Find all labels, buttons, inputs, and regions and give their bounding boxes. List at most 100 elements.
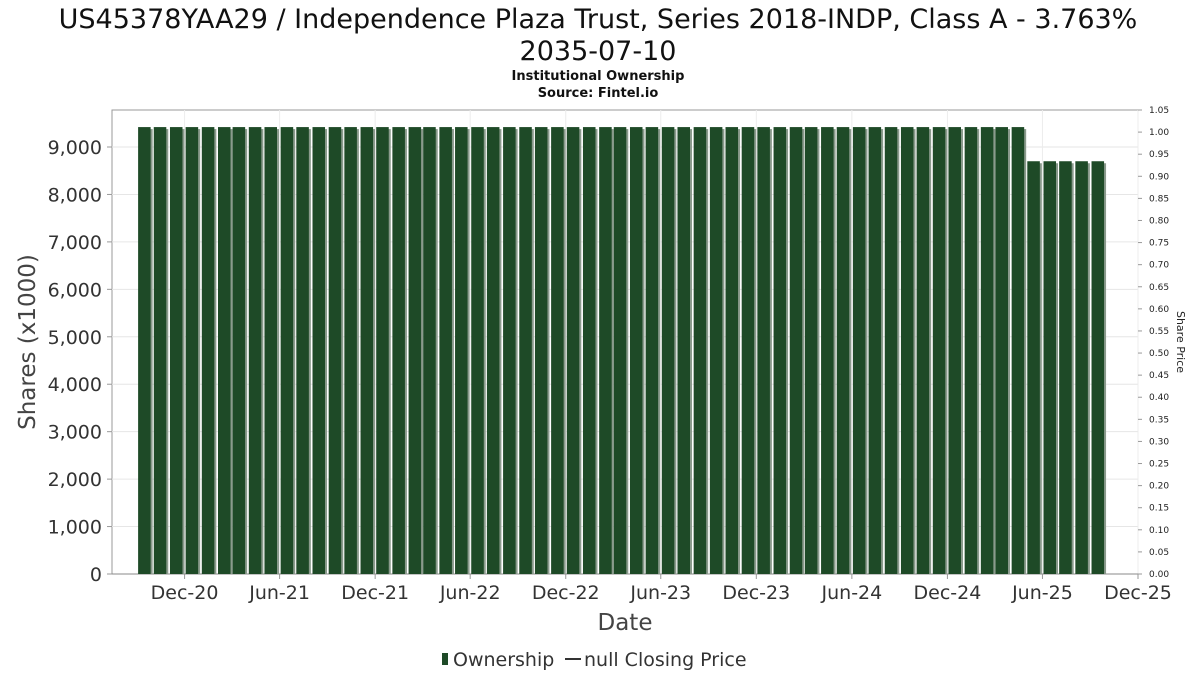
ownership-bar-fill	[852, 127, 866, 574]
ownership-bar-fill	[312, 127, 326, 574]
ownership-bar	[344, 127, 359, 574]
ownership-bar-fill	[503, 127, 516, 574]
x-tick-label: Jun-24	[821, 582, 883, 604]
ownership-bar-fill	[916, 127, 930, 574]
ownership-bar-fill	[773, 127, 787, 574]
ownership-bar	[629, 127, 645, 574]
ownership-bar-fill	[264, 127, 277, 574]
ownership-bar-fill	[296, 127, 309, 574]
ownership-bar-fill	[741, 127, 755, 574]
ownership-bar-fill	[153, 127, 167, 574]
y2-tick-label: 0.90	[1149, 172, 1169, 182]
ownership-bar	[932, 127, 948, 574]
ownership-bar-fill	[932, 127, 946, 574]
ownership-bar	[1027, 161, 1042, 574]
ownership-bar-fill	[217, 127, 231, 574]
ownership-bar	[582, 127, 598, 574]
y-tick-label: 0	[90, 564, 102, 586]
ownership-bar-fill	[804, 127, 818, 574]
ownership-bar-fill	[789, 127, 803, 574]
ownership-bar-fill	[693, 127, 707, 574]
ownership-bar	[693, 127, 709, 574]
y2-tick-label: 0.85	[1149, 194, 1169, 204]
y2-tick-label: 0.40	[1149, 393, 1169, 403]
ownership-bar	[138, 127, 153, 574]
ownership-bar-fill	[185, 127, 199, 574]
y-tick-label: 2,000	[48, 469, 102, 491]
ownership-bar	[169, 127, 185, 574]
y2-axis-ticks: 0.00 0.05 0.10 0.15 0.20 0.25 0.30 0.35 0.40 0.45…	[1138, 106, 1169, 580]
ownership-bar-fill	[392, 127, 405, 574]
ownership-bar	[328, 127, 344, 574]
y2-tick-label: 0.20	[1149, 482, 1169, 492]
ownership-bar	[232, 127, 248, 574]
y-tick-label: 3,000	[48, 422, 102, 444]
y-tick-label: 5,000	[48, 327, 102, 349]
ownership-bar-fill	[551, 127, 564, 574]
legend-ownership-label: Ownership	[453, 649, 554, 671]
y2-tick-label: 0.60	[1149, 305, 1169, 315]
ownership-bar-fill	[423, 127, 436, 574]
y2-tick-label: 0.05	[1149, 548, 1169, 558]
ownership-bar-fill	[821, 127, 834, 574]
ownership-bar	[948, 127, 963, 574]
y2-tick-label: 0.45	[1149, 371, 1169, 381]
y-axis-ticks: 0 1,000 2,000 3,000 4,000 5,000 6,000 7,000 8,00…	[48, 137, 112, 586]
ownership-bar-fill	[376, 127, 389, 574]
ownership-bar-fill	[455, 127, 468, 574]
ownership-bar-fill	[1011, 127, 1025, 574]
ownership-bar	[455, 127, 470, 574]
ownership-bar	[551, 127, 566, 574]
ownership-bar	[360, 127, 376, 574]
ownership-bar-fill	[964, 127, 978, 574]
ownership-bar-fill	[677, 127, 691, 574]
ownership-bar-fill	[1075, 161, 1088, 574]
ownership-bar-fill	[344, 127, 357, 574]
chart-title-line1: US45378YAA29 / Independence Plaza Trust,…	[59, 4, 1138, 35]
ownership-bar	[789, 127, 805, 574]
ownership-bar-fill	[248, 127, 262, 574]
ownership-bar	[376, 127, 391, 574]
ownership-bar	[1091, 161, 1107, 574]
ownership-bar-fill	[519, 127, 532, 574]
ownership-bar	[645, 127, 661, 574]
chart-subtitle-line2: Source: Fintel.io	[538, 86, 659, 101]
x-axis-ticks: Dec-20 Jun-21 Dec-21 Jun-22 Dec-22 Jun-23 Dec-…	[151, 574, 1172, 604]
ownership-bar	[1075, 161, 1090, 574]
x-tick-label: Dec-23	[722, 582, 790, 604]
x-tick-label: Jun-25	[1011, 582, 1073, 604]
ownership-bar	[392, 127, 407, 574]
ownership-bar	[264, 127, 279, 574]
ownership-bar-fill	[629, 127, 643, 574]
ownership-bar-fill	[534, 127, 548, 574]
ownership-bar	[408, 127, 424, 574]
ownership-bar	[296, 127, 311, 574]
ownership-bar	[852, 127, 868, 574]
y2-tick-label: 1.05	[1149, 106, 1169, 116]
legend-price-label: null Closing Price	[584, 649, 747, 671]
ownership-bar	[471, 127, 486, 574]
x-tick-label: Jun-23	[629, 582, 691, 604]
ownership-bar-fill	[836, 127, 850, 574]
ownership-bar-fill	[725, 127, 739, 574]
ownership-bar-fill	[995, 127, 1008, 574]
ownership-bar	[312, 127, 328, 574]
y2-tick-label: 0.50	[1149, 349, 1169, 359]
ownership-bar-fill	[566, 127, 580, 574]
y2-tick-label: 0.65	[1149, 283, 1169, 293]
y2-tick-label: 0.95	[1149, 150, 1169, 160]
ownership-bar-fill	[201, 127, 215, 574]
ownership-bar-fill	[486, 127, 500, 574]
ownership-bar	[709, 127, 725, 574]
ownership-bar	[884, 127, 900, 574]
ownership-bar-fill	[599, 127, 612, 574]
x-axis-label: Date	[598, 610, 653, 636]
ownership-bar-fill	[439, 127, 452, 574]
x-tick-label: Dec-20	[151, 582, 219, 604]
y-tick-label: 9,000	[48, 137, 102, 159]
ownership-bar-fill	[980, 127, 994, 574]
chart-subtitle-line1: Institutional Ownership	[512, 69, 685, 84]
ownership-bar	[566, 127, 582, 574]
x-tick-label: Jun-21	[248, 582, 310, 604]
